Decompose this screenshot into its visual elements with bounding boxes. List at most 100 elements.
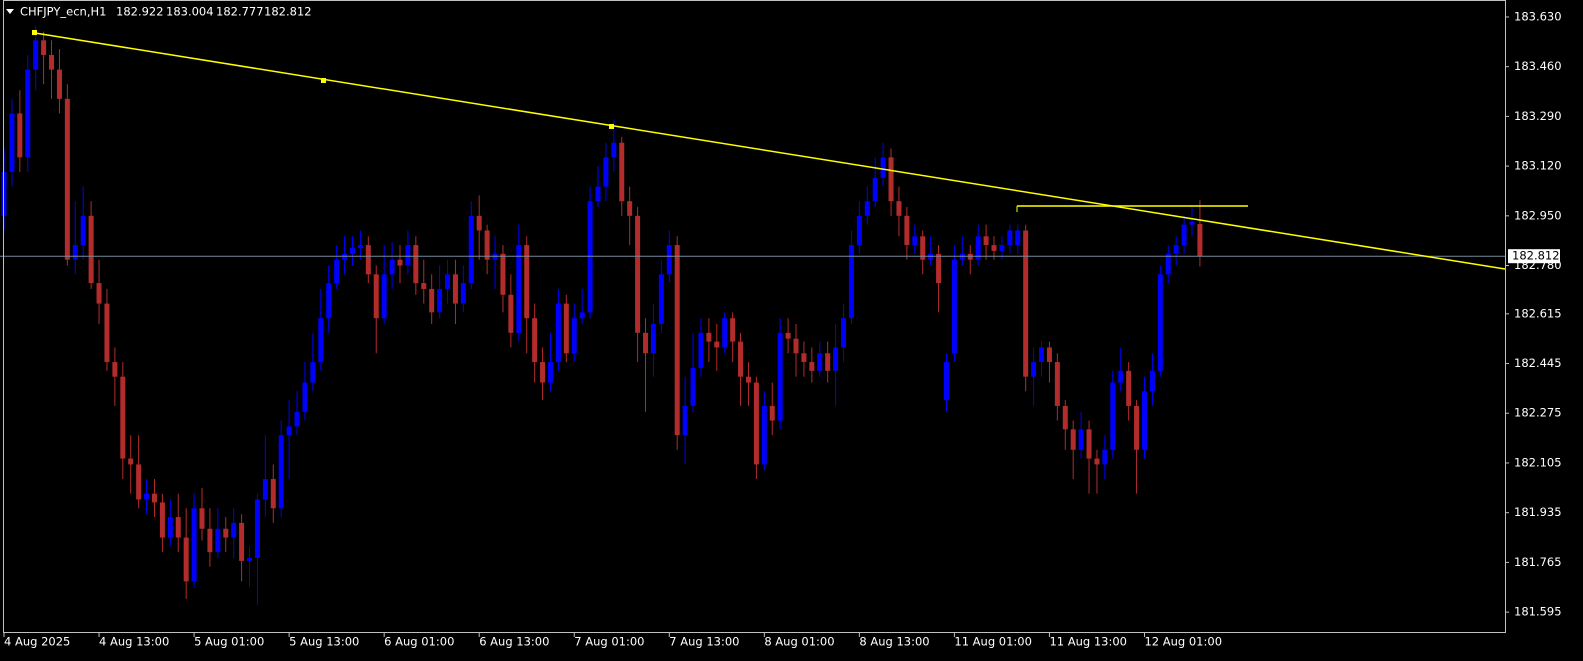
- candle-body: [484, 230, 490, 260]
- candle-body: [302, 382, 308, 412]
- candle-body: [730, 318, 736, 342]
- x-tick-label: 4 Aug 13:00: [99, 635, 169, 649]
- candle-body: [452, 274, 458, 304]
- candle-body: [975, 236, 981, 260]
- candle-body: [524, 245, 530, 319]
- candle-body: [904, 215, 910, 246]
- candle-body: [1015, 230, 1021, 246]
- candle-body: [405, 245, 411, 266]
- trend-line: [34, 32, 1506, 270]
- candle-body: [579, 312, 585, 319]
- candle-body: [460, 283, 466, 304]
- last-open: 182.922: [116, 5, 164, 19]
- candle-body: [215, 528, 221, 553]
- y-tick-label: 183.120: [1514, 159, 1562, 173]
- y-tick-label: 183.460: [1514, 59, 1562, 73]
- candle-body: [476, 215, 482, 231]
- candle-body: [72, 245, 78, 260]
- candle-body: [959, 253, 965, 260]
- candle-body: [270, 479, 276, 509]
- candle-body: [1070, 429, 1076, 450]
- candle-body: [231, 522, 237, 538]
- symbol: CHFJPY_ecn,H1: [20, 5, 106, 19]
- candle-body: [397, 259, 403, 266]
- candle-body: [17, 113, 23, 158]
- plot-frame: [3, 0, 1506, 633]
- candle-body: [1157, 274, 1163, 371]
- menu-triangle: [6, 9, 14, 14]
- candle-body: [880, 157, 886, 178]
- candle-body: [9, 113, 15, 172]
- x-tick-label: 11 Aug 13:00: [1049, 635, 1127, 649]
- candle-body: [413, 245, 419, 284]
- candle-body: [25, 69, 31, 158]
- candle-body: [33, 40, 39, 70]
- y-tick-label: 182.445: [1514, 356, 1562, 370]
- last-high: 183.004: [166, 5, 214, 19]
- candle-body: [175, 517, 181, 538]
- x-tick-label: 8 Aug 13:00: [859, 635, 929, 649]
- candle-body: [294, 411, 300, 427]
- trend-anchor: [32, 30, 37, 35]
- candle-body: [1165, 253, 1171, 275]
- candle-body: [555, 303, 561, 363]
- candle-body: [492, 253, 498, 260]
- candle-body: [1007, 230, 1013, 246]
- candle-body: [658, 274, 664, 325]
- candle-body: [745, 376, 751, 383]
- y-tick-label: 182.105: [1514, 455, 1562, 469]
- candle-body: [872, 177, 878, 202]
- candle-body: [49, 54, 55, 70]
- candle-body: [151, 493, 157, 503]
- candle-body: [571, 318, 577, 354]
- candle-body: [112, 362, 118, 377]
- candle-body: [191, 508, 197, 582]
- candle-body: [508, 294, 514, 333]
- candle-body: [785, 332, 791, 339]
- candle-body: [41, 40, 47, 55]
- y-tick-label: 183.630: [1514, 9, 1562, 23]
- last-close: 182.812: [264, 5, 312, 19]
- candle-body: [357, 245, 363, 249]
- candle-body: [500, 253, 506, 295]
- candle-body: [841, 318, 847, 348]
- candle-body: [738, 341, 744, 377]
- candle-body: [793, 338, 799, 354]
- candle-body: [928, 253, 934, 260]
- y-tick-label: 181.765: [1514, 555, 1562, 569]
- trend-anchor: [321, 78, 326, 83]
- candle-body: [627, 201, 633, 216]
- candle-body: [1062, 405, 1068, 430]
- price-box: [1508, 249, 1560, 264]
- candle-body: [983, 236, 989, 246]
- candle-body: [690, 367, 696, 406]
- candle-body: [587, 201, 593, 313]
- candle-body: [389, 259, 395, 275]
- candle-body: [262, 479, 268, 500]
- candle-body: [682, 405, 688, 436]
- candle-body: [1181, 224, 1187, 246]
- candle-body: [1134, 405, 1140, 450]
- candle-body: [326, 283, 332, 319]
- candle-body: [278, 435, 284, 509]
- candle-body: [373, 274, 379, 319]
- x-tick-label: 7 Aug 13:00: [669, 635, 739, 649]
- candle-body: [991, 245, 997, 251]
- candle-body: [445, 274, 451, 289]
- candle-body: [864, 201, 870, 216]
- candle-body: [318, 318, 324, 363]
- candle-body: [254, 499, 260, 559]
- candle-body: [286, 426, 292, 436]
- candle-body: [334, 259, 340, 284]
- candle-body: [1118, 370, 1124, 383]
- candle-body: [1094, 458, 1100, 465]
- candle-body: [1173, 245, 1179, 254]
- candle-body: [967, 253, 973, 260]
- candle-body: [1149, 370, 1155, 392]
- y-tick-label: 182.615: [1514, 306, 1562, 320]
- candle-body: [1078, 429, 1084, 450]
- candle-body: [429, 288, 435, 313]
- candle-body: [80, 215, 86, 246]
